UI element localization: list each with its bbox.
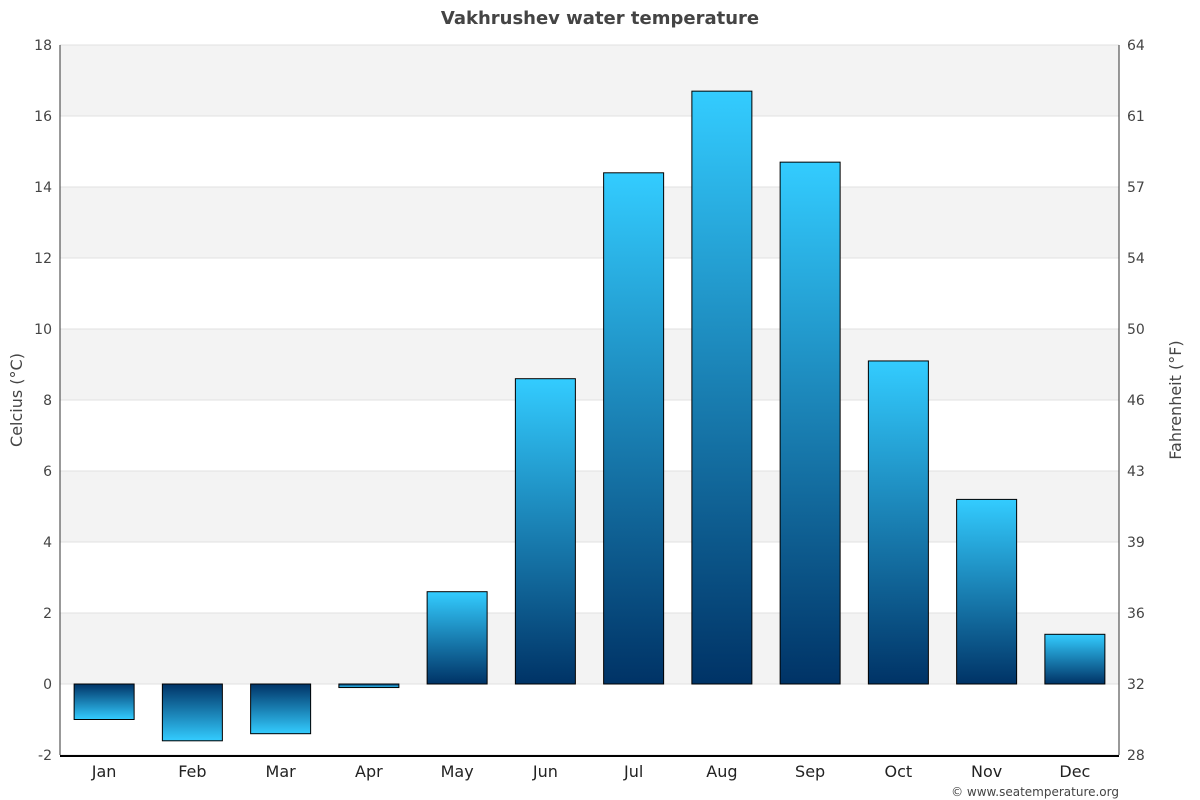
bar-mar[interactable] — [250, 683, 312, 735]
chart-title: Vakhrushev water temperature — [441, 8, 759, 29]
x-tick-label: Nov — [971, 762, 1002, 781]
bar-jul[interactable] — [603, 172, 665, 685]
x-tick-label: Jun — [532, 762, 558, 781]
y-tick-label-left: 12 — [34, 251, 52, 267]
y-tick-label-left: 18 — [34, 38, 52, 54]
bar-feb[interactable] — [161, 683, 223, 742]
bar-jun[interactable] — [514, 378, 576, 685]
x-tick-label: Apr — [355, 762, 383, 781]
y-tick-label-left: 0 — [43, 677, 52, 693]
y-tick-label-right: 28 — [1127, 748, 1145, 764]
x-tick-label: Jul — [623, 762, 643, 781]
bar-jan[interactable] — [73, 683, 135, 720]
grid-band — [60, 613, 1119, 684]
y-tick-label-right: 43 — [1127, 464, 1145, 480]
bar-aug[interactable] — [691, 90, 753, 685]
y-tick-label-right: 46 — [1127, 393, 1145, 409]
y-tick-label-left: 10 — [34, 322, 52, 338]
y-tick-label-left: 4 — [43, 535, 52, 551]
y-tick-label-left: 6 — [43, 464, 52, 480]
y-tick-label-right: 36 — [1127, 606, 1145, 622]
bar-apr[interactable] — [338, 683, 400, 689]
grid-band — [60, 471, 1119, 542]
x-tick-label: Oct — [885, 762, 913, 781]
bar-sep[interactable] — [779, 161, 841, 685]
bar-nov[interactable] — [956, 498, 1018, 685]
y-tick-label-left: 2 — [43, 606, 52, 622]
x-tick-label: Aug — [706, 762, 737, 781]
y-axis-label-right: Fahrenheit (°F) — [1166, 340, 1185, 459]
y-tick-label-left: 16 — [34, 109, 52, 125]
y-axis-label-left: Celcius (°C) — [7, 353, 26, 447]
grid-band — [60, 45, 1119, 116]
bar-dec[interactable] — [1044, 633, 1106, 685]
y-tick-label-left: -2 — [38, 748, 52, 764]
x-tick-label: Dec — [1059, 762, 1090, 781]
y-tick-label-right: 64 — [1127, 38, 1145, 54]
y-tick-label-right: 39 — [1127, 535, 1145, 551]
x-tick-label: May — [441, 762, 474, 781]
y-tick-label-right: 54 — [1127, 251, 1145, 267]
y-tick-label-right: 57 — [1127, 180, 1145, 196]
credit-text: © www.seatemperature.org — [951, 785, 1119, 799]
bar-may[interactable] — [426, 591, 488, 685]
y-tick-label-right: 32 — [1127, 677, 1145, 693]
x-tick-label: Mar — [266, 762, 297, 781]
x-tick-label: Sep — [795, 762, 825, 781]
y-tick-label-left: 8 — [43, 393, 52, 409]
bar-oct[interactable] — [867, 360, 929, 685]
x-tick-label: Jan — [91, 762, 117, 781]
grid-band — [60, 187, 1119, 258]
x-tick-label: Feb — [178, 762, 206, 781]
y-tick-label-left: 14 — [34, 180, 52, 196]
y-tick-label-right: 50 — [1127, 322, 1145, 338]
y-tick-label-right: 61 — [1127, 109, 1145, 125]
grid-band — [60, 329, 1119, 400]
